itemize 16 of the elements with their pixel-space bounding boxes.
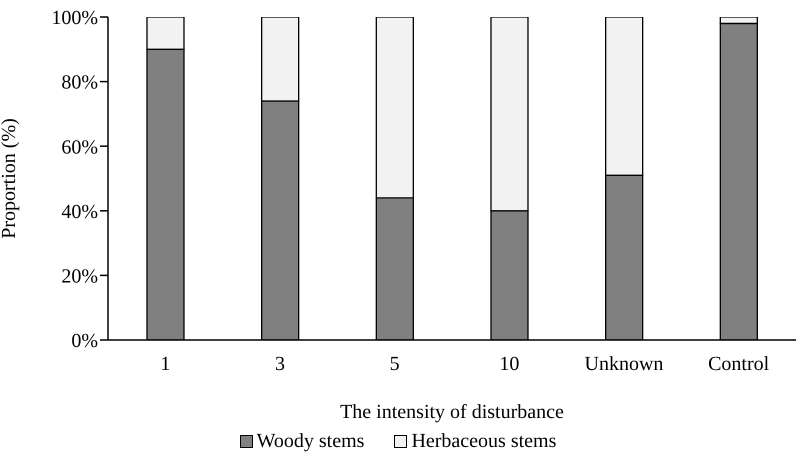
y-axis-title: Proportion (%) bbox=[0, 118, 20, 239]
x-tick-label: 3 bbox=[275, 353, 285, 376]
x-tick-label: 10 bbox=[499, 353, 520, 376]
y-tick-label: 40% bbox=[61, 200, 98, 223]
x-tick-label: 1 bbox=[160, 353, 170, 376]
x-tick-label: Control bbox=[708, 353, 770, 376]
y-tick-label: 20% bbox=[61, 266, 98, 288]
legend-label: Woody stems bbox=[256, 430, 364, 453]
x-axis-title: The intensity of disturbance bbox=[340, 401, 564, 423]
y-tick-label: 80% bbox=[61, 72, 98, 94]
y-tick-label: 60% bbox=[61, 136, 98, 158]
legend-label: Herbaceous stems bbox=[411, 430, 556, 453]
y-tick-label: 100% bbox=[51, 7, 98, 30]
y-tick-label: 0% bbox=[71, 330, 98, 352]
x-tick-label: 5 bbox=[390, 353, 400, 376]
x-tick-label: Unknown bbox=[584, 353, 664, 376]
